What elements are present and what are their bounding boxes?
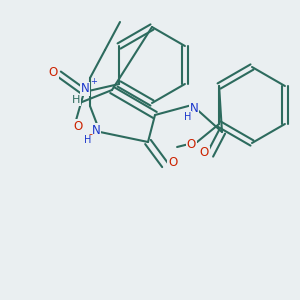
Text: -: - xyxy=(88,129,92,139)
Text: O: O xyxy=(49,65,58,79)
Text: +: + xyxy=(91,76,98,85)
Text: O: O xyxy=(74,119,83,133)
Text: O: O xyxy=(168,157,178,169)
Text: N: N xyxy=(81,82,89,95)
Text: O: O xyxy=(187,139,196,152)
Text: N: N xyxy=(92,124,100,136)
Text: H: H xyxy=(84,135,92,145)
Text: N: N xyxy=(190,101,198,115)
Text: H: H xyxy=(184,112,192,122)
Text: H: H xyxy=(72,95,80,105)
Text: O: O xyxy=(200,146,208,160)
